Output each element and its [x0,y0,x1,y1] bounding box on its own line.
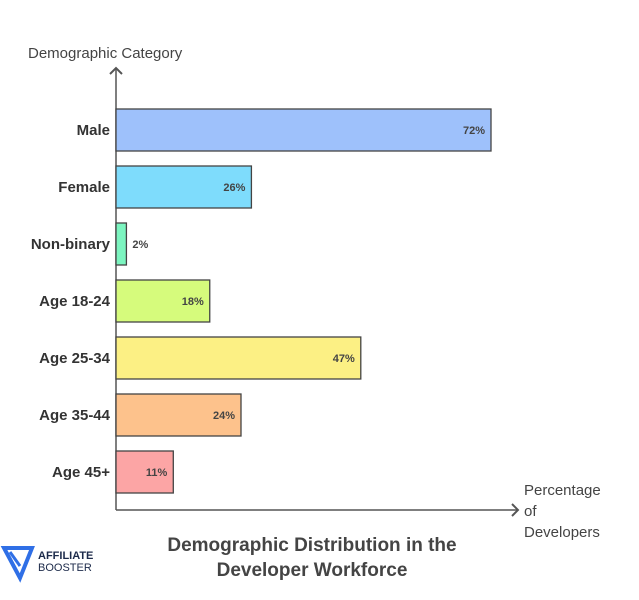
category-label: Age 25-34 [39,350,111,367]
y-axis-label: Demographic Category [28,45,183,62]
x-axis-label-1: Percentage [524,482,601,499]
logo-text-2: BOOSTER [38,562,92,574]
data-label: 18% [182,296,204,308]
chart-title-line1: Demographic Distribution in the [167,535,456,556]
bar-male [115,108,492,152]
data-label: 72% [463,125,485,137]
logo-icon [0,546,35,583]
bar-non-binary [115,222,128,266]
chart-title-line2: Developer Workforce [217,560,408,581]
category-label: Female [58,179,110,196]
category-label: Male [77,122,110,139]
data-label: 26% [223,182,245,194]
category-label: Age 18-24 [39,293,111,310]
category-label: Age 35-44 [39,407,111,424]
data-label: 11% [146,467,168,479]
category-label: Age 45+ [52,464,110,481]
data-label: 2% [132,239,148,251]
data-label: 24% [213,410,235,422]
bar-age-45- [115,450,174,494]
bar-age-18-24 [115,279,211,323]
affiliate-booster-logo: AFFILIATE BOOSTER [0,546,93,583]
bar-age-35-44 [115,393,242,437]
x-axis-label-2: of [524,503,537,520]
logo-text-1: AFFILIATE [38,550,93,562]
x-axis-label-3: Developers [524,524,600,541]
category-label: Non-binary [31,236,111,253]
bar-age-25-34 [115,336,362,380]
bar-female [115,165,253,209]
data-label: 47% [333,353,355,365]
